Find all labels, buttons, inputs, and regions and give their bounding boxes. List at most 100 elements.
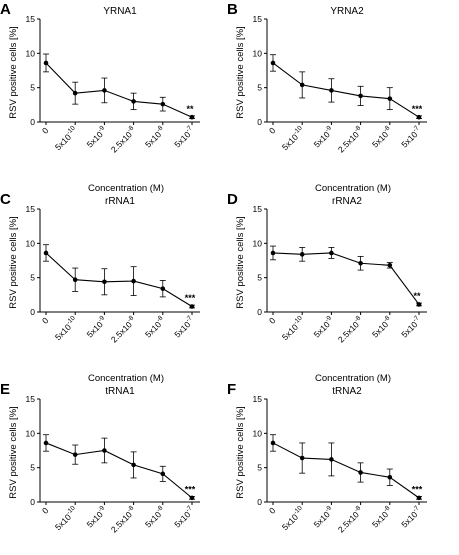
data-point bbox=[102, 279, 107, 285]
x-axis-title: Concentration (M) bbox=[88, 183, 164, 194]
panel-letter: E bbox=[0, 381, 10, 398]
data-point bbox=[299, 82, 305, 88]
y-tick-label: 10 bbox=[26, 428, 36, 438]
y-axis-title: RSV positive cells [%] bbox=[235, 216, 246, 308]
panel-letter: F bbox=[227, 381, 236, 398]
data-point bbox=[416, 495, 422, 501]
x-axis-title: Concentration (M) bbox=[315, 373, 391, 384]
significance-marker: *** bbox=[185, 485, 196, 495]
data-point bbox=[358, 260, 363, 266]
data-point bbox=[102, 448, 107, 453]
series-line bbox=[45, 252, 193, 307]
y-tick-label: 10 bbox=[26, 238, 36, 248]
x-tick-label: 5x10-9 bbox=[84, 504, 109, 529]
data-point bbox=[387, 96, 393, 101]
data-point bbox=[43, 250, 49, 256]
data-point bbox=[189, 114, 195, 120]
panel-letter: D bbox=[227, 191, 238, 208]
data-point bbox=[387, 474, 393, 480]
x-tick-label: 2.5x10-8 bbox=[335, 314, 365, 344]
x-tick-label: 5x10-7 bbox=[399, 314, 424, 339]
data-point bbox=[416, 114, 422, 120]
x-tick-label: 2.5x10-8 bbox=[335, 504, 365, 534]
x-axis-title: Concentration (M) bbox=[88, 373, 164, 384]
x-tick-label: 5x10-10 bbox=[279, 314, 307, 342]
x-tick-label: 5x10-7 bbox=[172, 124, 197, 149]
data-point bbox=[387, 263, 393, 268]
significance-marker: ** bbox=[186, 104, 194, 114]
x-tick-label: 5x10-9 bbox=[311, 504, 336, 529]
data-point bbox=[160, 286, 166, 291]
y-tick-label: 5 bbox=[257, 83, 262, 93]
significance-marker: *** bbox=[185, 293, 196, 303]
y-tick-label: 5 bbox=[30, 83, 35, 93]
y-tick-label: 5 bbox=[30, 273, 35, 283]
x-tick-label: 2.5x10-8 bbox=[108, 504, 138, 534]
significance-marker: ** bbox=[413, 291, 421, 301]
y-tick-label: 10 bbox=[253, 48, 263, 58]
x-tick-label: 0 bbox=[267, 125, 278, 136]
y-tick-label: 0 bbox=[257, 497, 262, 507]
x-tick-label: 0 bbox=[40, 125, 51, 136]
x-tick-label: 5x10-8 bbox=[142, 504, 167, 529]
x-tick-label: 5x10-8 bbox=[142, 124, 167, 149]
y-tick-label: 15 bbox=[253, 394, 263, 404]
data-point bbox=[102, 88, 107, 93]
data-point bbox=[329, 457, 334, 462]
y-axis-title: RSV positive cells [%] bbox=[8, 406, 19, 498]
x-tick-label: 0 bbox=[267, 315, 278, 326]
data-point bbox=[189, 495, 195, 501]
x-tick-label: 5x10-9 bbox=[84, 314, 109, 339]
x-tick-label: 5x10-9 bbox=[84, 124, 109, 149]
data-point bbox=[72, 452, 78, 457]
data-point bbox=[329, 250, 334, 256]
y-tick-label: 5 bbox=[257, 273, 262, 283]
y-tick-label: 0 bbox=[257, 117, 262, 127]
x-tick-label: 5x10-10 bbox=[52, 124, 80, 152]
panel-title: YRNA1 bbox=[103, 6, 137, 17]
x-axis-title: Concentration (M) bbox=[315, 183, 391, 194]
y-axis-title: RSV positive cells [%] bbox=[8, 216, 19, 308]
data-point bbox=[43, 440, 49, 446]
significance-marker: *** bbox=[412, 485, 423, 495]
panel-letter: C bbox=[0, 191, 11, 208]
data-point bbox=[160, 471, 166, 477]
y-tick-label: 10 bbox=[253, 238, 263, 248]
data-point bbox=[270, 440, 276, 446]
x-tick-label: 5x10-7 bbox=[399, 504, 424, 529]
series-line bbox=[272, 62, 420, 118]
x-tick-label: 5x10-10 bbox=[52, 504, 80, 532]
series-line bbox=[272, 252, 420, 305]
data-point bbox=[72, 90, 78, 96]
panel-title: tRNA1 bbox=[105, 386, 135, 397]
x-tick-label: 5x10-9 bbox=[311, 314, 336, 339]
data-point bbox=[72, 277, 78, 283]
x-tick-label: 2.5x10-8 bbox=[108, 314, 138, 344]
x-tick-label: 5x10-10 bbox=[279, 504, 307, 532]
x-tick-label: 5x10-10 bbox=[52, 314, 80, 342]
y-tick-label: 0 bbox=[257, 307, 262, 317]
data-point bbox=[299, 455, 305, 461]
y-axis-title: RSV positive cells [%] bbox=[235, 26, 246, 118]
panel-title: rRNA2 bbox=[332, 196, 362, 207]
significance-marker: *** bbox=[412, 104, 423, 114]
y-tick-label: 15 bbox=[253, 204, 263, 214]
x-tick-label: 2.5x10-8 bbox=[335, 124, 365, 154]
y-tick-label: 10 bbox=[253, 428, 263, 438]
data-point bbox=[160, 101, 166, 107]
data-point bbox=[189, 304, 195, 309]
data-point bbox=[358, 93, 363, 99]
data-point bbox=[270, 60, 276, 66]
data-point bbox=[131, 278, 136, 284]
data-point bbox=[416, 302, 422, 307]
y-tick-label: 15 bbox=[253, 14, 263, 24]
data-point bbox=[43, 60, 49, 66]
y-tick-label: 15 bbox=[26, 204, 36, 214]
panel-letter: B bbox=[227, 1, 238, 18]
